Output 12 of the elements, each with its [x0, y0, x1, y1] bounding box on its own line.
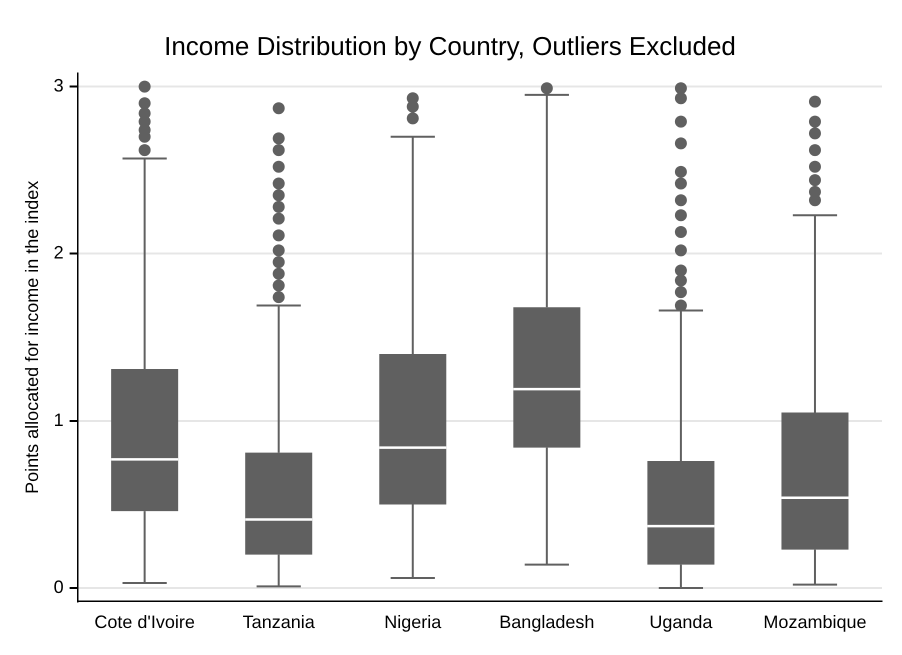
y-tick-label: 1 [54, 410, 64, 430]
y-tick-label: 2 [54, 242, 64, 263]
x-tick-label: Tanzania [242, 612, 316, 632]
y-tick-label: 3 [54, 76, 64, 96]
y-tick-label: 0 [54, 576, 64, 597]
x-tick-label: Bangladesh [499, 612, 594, 632]
x-tick-label: Nigeria [384, 612, 442, 632]
x-tick-label: Mozambique [763, 612, 866, 632]
x-tick-label: Uganda [649, 612, 714, 632]
chart-title: Income Distribution by Country, Outliers Excluded [164, 30, 736, 61]
y-axis-title: Points allocated for income in the index [22, 180, 42, 494]
x-tick-label: Cote d'Ivoire [94, 612, 195, 632]
